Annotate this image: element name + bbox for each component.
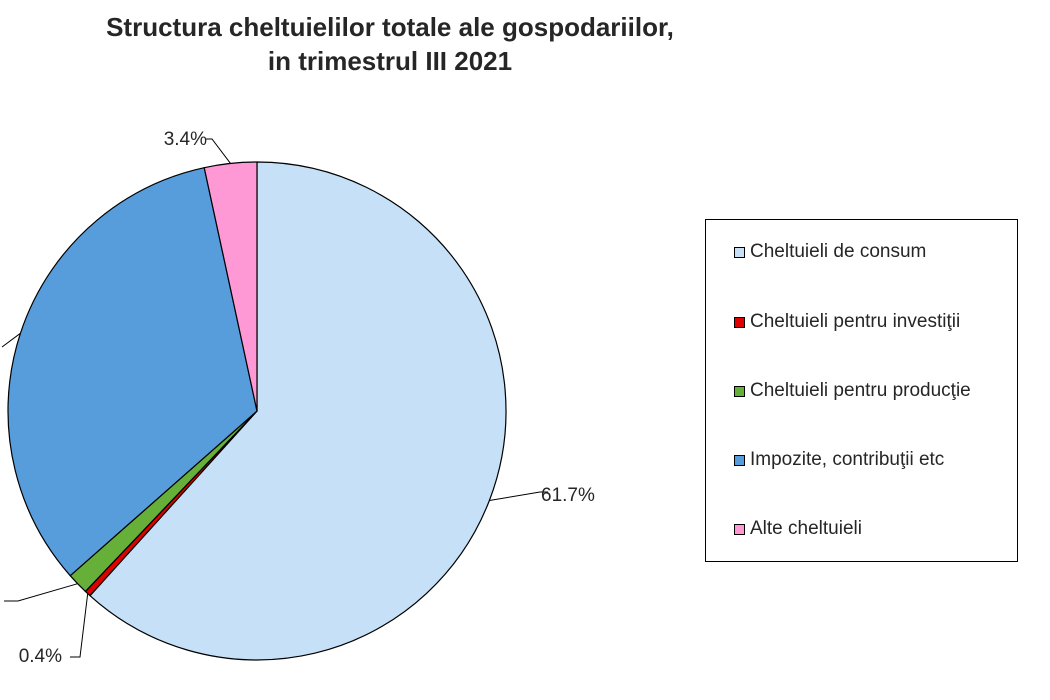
legend-item-productie: Cheltuieli pentru producţie — [734, 380, 971, 402]
data-label-investitii: 0.4% — [19, 646, 62, 667]
legend-label-alte: Alte cheltuieli — [750, 518, 862, 539]
leader-line-productie — [4, 583, 78, 602]
legend-label-consum: Cheltuieli de consum — [750, 241, 927, 262]
chart-title-line-2: in trimestrul III 2021 — [267, 46, 513, 76]
legend-label-productie: Cheltuieli pentru producţie — [750, 380, 971, 401]
data-label-alte: 3.4% — [164, 129, 207, 150]
legend-swatch-alte — [734, 523, 745, 535]
legend-item-impozite: Impozite, contribuţii etc — [734, 449, 944, 471]
legend-label-investitii: Cheltuieli pentru investiţii — [750, 311, 961, 332]
legend-item-alte: Alte cheltuieli — [734, 518, 862, 540]
legend-swatch-productie — [734, 385, 745, 397]
legend-swatch-investitii — [734, 316, 745, 328]
chart-title-line-1: Structura cheltuielilor totale ale gospo… — [106, 12, 674, 42]
chart-title: Structura cheltuielilor totale ale gospo… — [0, 10, 780, 78]
leader-line-consum — [489, 491, 548, 501]
leader-line-impozite — [1, 332, 21, 348]
pie-slices — [7, 161, 507, 661]
pie-slice-alte — [203, 161, 258, 412]
legend-swatch-impozite — [734, 454, 745, 466]
leader-line-alte — [206, 138, 231, 164]
legend: Cheltuieli de consum Cheltuieli pentru i… — [705, 219, 1018, 562]
data-labels: 61.7% 0.4% 3.4% — [19, 129, 595, 667]
data-label-consum: 61.7% — [541, 485, 595, 506]
pie-slice-consum — [89, 161, 507, 661]
legend-label-impozite: Impozite, contribuţii etc — [750, 449, 945, 470]
legend-item-consum: Cheltuieli de consum — [734, 241, 926, 263]
leader-lines — [1, 138, 548, 658]
legend-item-investitii: Cheltuieli pentru investiţii — [734, 311, 960, 333]
pie-slice-impozite — [7, 167, 258, 577]
leader-line-investitii — [70, 593, 89, 658]
legend-swatch-consum — [734, 246, 745, 258]
